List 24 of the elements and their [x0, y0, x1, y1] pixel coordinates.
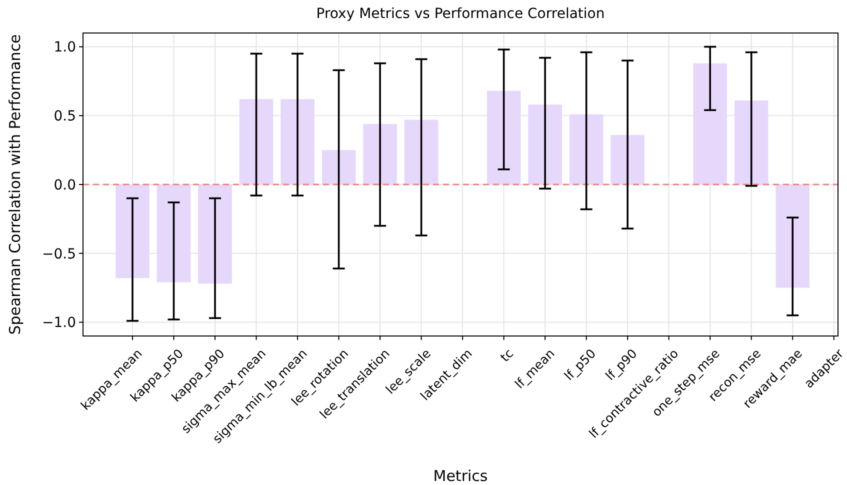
bar	[734, 100, 768, 184]
bar	[610, 134, 645, 184]
y-tick-label: 0.0	[54, 177, 76, 194]
bar	[116, 184, 150, 278]
bar	[322, 150, 356, 184]
bar	[363, 124, 397, 184]
bar	[569, 114, 604, 184]
bar	[404, 120, 438, 184]
y-tick-label: 1.0	[54, 40, 76, 56]
bar	[528, 104, 562, 184]
y-tick-label: 0.5	[54, 108, 76, 125]
y-tick-label: −1.0	[42, 315, 76, 332]
x-axis-title: Metrics	[433, 467, 488, 485]
bar	[776, 184, 810, 288]
y-axis-title: Spearman Correlation with Performance	[6, 34, 24, 335]
chart-title: Proxy Metrics vs Performance Correlation	[316, 6, 605, 22]
bar	[280, 99, 314, 184]
bar	[156, 184, 191, 282]
y-tick-label: −0.5	[42, 246, 76, 262]
bar	[486, 90, 521, 184]
bar	[198, 184, 232, 284]
x-tick-label: tc	[497, 346, 516, 365]
bar	[693, 63, 728, 184]
bar	[239, 99, 274, 184]
